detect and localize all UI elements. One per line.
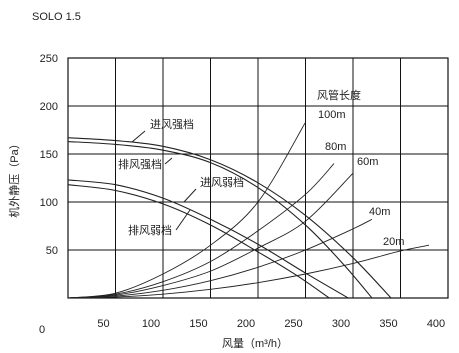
fan-curve bbox=[67, 184, 330, 299]
fan-curve bbox=[67, 179, 349, 299]
duct-curve-label: 80m bbox=[325, 141, 346, 153]
label-pointer bbox=[175, 209, 191, 231]
x-axis-label: 风量（m³/h） bbox=[222, 337, 288, 350]
grid bbox=[67, 57, 449, 299]
axis-ticks: 50 100 150 200 250 300 350 400 0 50 100 150 200 250 bbox=[39, 53, 445, 336]
x-tick-label: 350 bbox=[379, 318, 397, 330]
label-pointer bbox=[131, 130, 146, 143]
duct-curve-label: 40m bbox=[369, 206, 390, 218]
x-tick-label: 200 bbox=[237, 318, 255, 330]
duct-curve-label: 100m bbox=[318, 109, 346, 121]
duct-curve-label: 60m bbox=[357, 156, 378, 168]
x-tick-label: 150 bbox=[189, 318, 207, 330]
x-tick-label: 250 bbox=[284, 318, 302, 330]
chart-title: SOLO 1.5 bbox=[32, 11, 81, 23]
x-tick-label: 100 bbox=[142, 318, 160, 330]
fan-curve bbox=[67, 140, 373, 299]
duct-legend-title: 风管长度 bbox=[317, 88, 361, 102]
duct-curve-label: 20m bbox=[383, 236, 404, 248]
x-tick-label: 400 bbox=[427, 318, 445, 330]
fan-curve-label: 排风强档 bbox=[118, 157, 162, 171]
duct-curve bbox=[67, 172, 354, 299]
label-pointer bbox=[183, 188, 197, 203]
y-axis-label: 机外静压（Pa） bbox=[7, 138, 21, 217]
fan-curve-label: 进风强档 bbox=[150, 117, 194, 131]
x-tick-label: 300 bbox=[332, 318, 350, 330]
y-tick-label: 150 bbox=[40, 149, 58, 161]
y-tick-label: 200 bbox=[40, 101, 58, 113]
fan-curve-label: 排风弱档 bbox=[128, 223, 172, 237]
y-tick-label: 50 bbox=[46, 245, 58, 257]
fan-curve-label: 进风弱档 bbox=[200, 175, 244, 189]
duct-curve bbox=[67, 218, 373, 299]
duct-curve bbox=[67, 244, 430, 299]
label-pointer bbox=[164, 157, 173, 165]
x-tick-label: 0 bbox=[39, 324, 45, 336]
curves bbox=[67, 122, 430, 299]
duct-curve bbox=[67, 163, 335, 299]
y-tick-label: 100 bbox=[40, 197, 58, 209]
fan-curve bbox=[67, 137, 392, 299]
x-tick-label: 50 bbox=[97, 318, 109, 330]
duct-curve bbox=[67, 122, 306, 299]
y-tick-label: 250 bbox=[40, 53, 58, 65]
